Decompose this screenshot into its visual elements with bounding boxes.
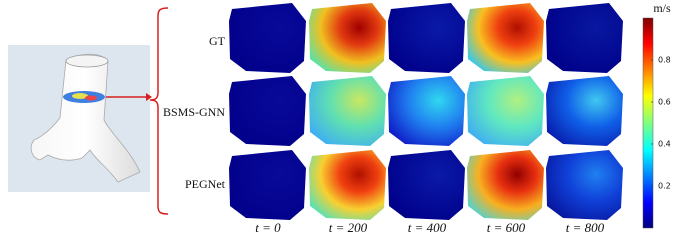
field-snapshot [388, 3, 465, 73]
colorbar-tick-label: 0.2 [658, 182, 671, 191]
column-label: t = 800 [566, 220, 605, 235]
field-snapshot [467, 3, 544, 73]
row-label: PEGNet [185, 177, 226, 191]
field-snapshot [546, 3, 623, 73]
field-snapshot [309, 76, 386, 146]
colorbar-tick-label: 0.8 [658, 56, 671, 65]
field-snapshot [467, 76, 544, 146]
field-snapshot [229, 76, 306, 146]
colorbar-unit: m/s [653, 1, 671, 15]
field-snapshot [309, 150, 386, 220]
column-label: t = 400 [408, 220, 447, 235]
column-label: t = 200 [329, 220, 368, 235]
column-label: t = 0 [255, 220, 281, 235]
field-snapshot [388, 76, 465, 146]
field-snapshot [309, 3, 386, 73]
field-snapshot [546, 76, 623, 146]
field-snapshot [388, 150, 465, 220]
field-snapshot [546, 150, 623, 220]
colorbar-tick-label: 0.4 [658, 140, 671, 149]
vessel-panel [8, 45, 152, 192]
field-snapshot [229, 150, 306, 220]
field-snapshot [229, 3, 306, 73]
field-snapshot [467, 150, 544, 220]
brace [149, 7, 169, 215]
colorbar [642, 17, 654, 229]
row-label: GT [209, 34, 226, 48]
row-label: BSMS-GNN [163, 105, 225, 119]
colorbar-tick-label: 0.6 [658, 98, 671, 107]
column-label: t = 600 [487, 220, 526, 235]
